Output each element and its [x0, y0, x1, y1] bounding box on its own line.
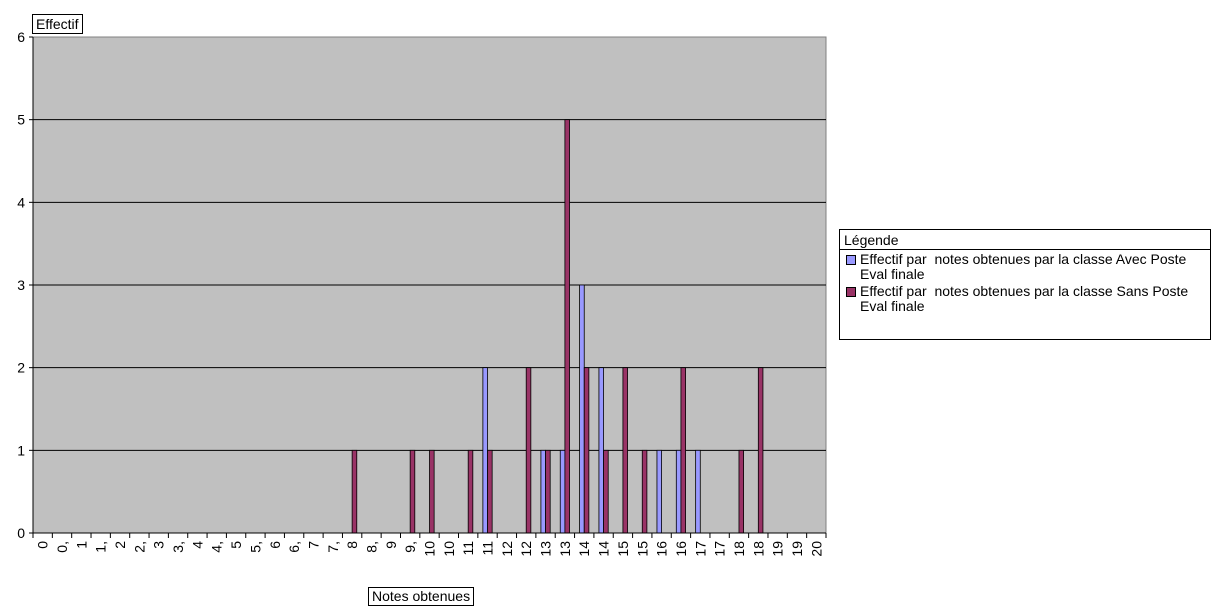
x-tick-label: 19 [789, 541, 805, 557]
legend: Légende Effectif par notes obtenues par … [839, 229, 1211, 340]
x-tick-label: 14 [576, 541, 592, 557]
x-tick-label: 20 [808, 541, 824, 557]
x-tick-label: 6 [267, 541, 283, 549]
bar-sans [738, 449, 745, 534]
x-tick-label: 2 [112, 541, 128, 549]
x-tick-label: 18 [750, 541, 766, 557]
legend-item-avec: Effectif par notes obtenues par la class… [840, 250, 1210, 282]
bar-sans [409, 449, 416, 534]
x-tick-label: 11 [480, 541, 496, 556]
x-tick-label: 9, [402, 541, 418, 553]
x-tick-label: 16 [673, 541, 689, 557]
legend-label-sans: Effectif par notes obtenues par la class… [860, 283, 1196, 314]
x-tick-label: 0, [54, 541, 70, 553]
x-tick-label: 1 [73, 541, 89, 549]
bar-avec [598, 367, 604, 534]
legend-item-sans: Effectif par notes obtenues par la class… [840, 282, 1210, 314]
legend-swatch-avec [846, 255, 856, 265]
x-tick-label: 13 [538, 541, 554, 557]
x-tick-label: 6, [286, 541, 302, 553]
bar-sans [603, 449, 609, 534]
bar-sans [583, 367, 590, 534]
bar-sans [564, 119, 570, 534]
x-axis-ticks: 0 0, 1 1, 2 2, 3 3, 4 4, 5 5, 6 6, 7 7, 8 8, 9 9, 10 10 11 11 12… [32, 532, 827, 557]
x-tick-label: 12 [499, 541, 515, 557]
bar-sans [622, 367, 628, 534]
x-tick-label: 4 [189, 541, 205, 549]
x-tick-label: 3, [170, 541, 186, 553]
bar-avec [579, 284, 585, 534]
x-tick-label: 2, [131, 541, 147, 553]
x-tick-label: 11 [460, 541, 476, 556]
bar-sans [467, 449, 474, 534]
bar-avec [540, 449, 546, 534]
y-tick-label: 4 [17, 194, 25, 210]
x-tick-label: 12 [518, 541, 534, 557]
bar-sans [757, 367, 764, 534]
x-tick-label: 5, [247, 541, 263, 553]
y-tick-label: 2 [17, 360, 25, 376]
x-tick-label: 3 [151, 541, 167, 549]
bar-sans [545, 449, 551, 534]
bar-sans [487, 449, 493, 534]
x-tick-label: 15 [615, 541, 631, 557]
gridlines [33, 119, 826, 451]
bar-avec [559, 449, 566, 534]
bar-sans [525, 367, 532, 534]
x-tick-label: 13 [557, 541, 573, 557]
x-tick-label: 8, [363, 541, 379, 553]
x-tick-label: 5 [228, 541, 244, 549]
legend-title: Légende [840, 230, 1210, 250]
bar-sans [680, 367, 686, 534]
bar-avec [675, 449, 682, 534]
bar-sans [351, 449, 358, 534]
bar-sans [641, 449, 648, 534]
x-tick-label: 17 [712, 541, 728, 557]
x-tick-label: 8 [344, 541, 360, 549]
y-tick-label: 0 [17, 525, 25, 541]
x-axis-label: Notes obtenues [368, 587, 475, 606]
x-tick-label: 10 [441, 541, 457, 557]
x-tick-label: 9 [383, 541, 399, 549]
y-tick-label: 3 [17, 277, 25, 293]
y-tick-label: 6 [17, 29, 25, 45]
x-tick-label: 15 [634, 541, 650, 557]
x-tick-label: 1, [93, 541, 109, 553]
y-axis-label: Effectif [32, 14, 83, 34]
y-tick-label: 1 [17, 442, 25, 458]
x-tick-label: 0 [35, 541, 51, 549]
x-tick-label: 17 [692, 541, 708, 557]
y-tick-label: 5 [17, 112, 25, 128]
bar-avec [695, 449, 701, 534]
x-tick-label: 16 [654, 541, 670, 557]
x-tick-label: 4, [209, 541, 225, 553]
legend-swatch-sans [846, 287, 856, 297]
y-axis-ticks: 0 1 2 3 4 5 6 [17, 29, 34, 541]
x-tick-label: 19 [770, 541, 786, 557]
x-tick-label: 7, [325, 541, 341, 553]
x-tick-label: 18 [731, 541, 747, 557]
x-tick-label: 7 [305, 541, 321, 549]
x-tick-label: 10 [422, 541, 438, 557]
x-tick-label: 14 [596, 541, 612, 557]
bar-avec [482, 367, 488, 534]
bar-sans [429, 449, 435, 534]
bar-avec [656, 449, 662, 534]
legend-label-avec: Effectif par notes obtenues par la class… [860, 251, 1195, 282]
